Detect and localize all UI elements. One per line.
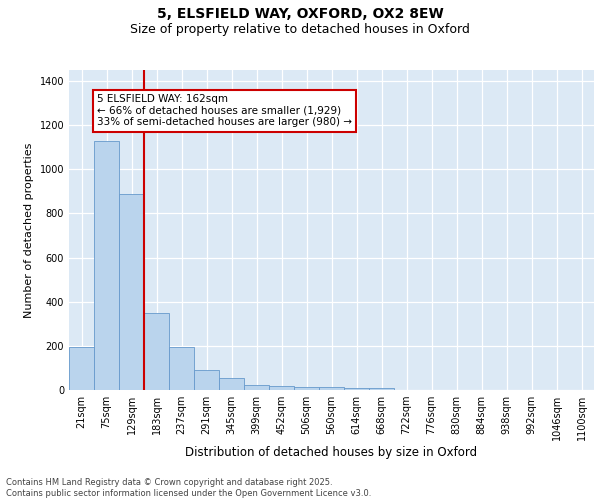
Bar [119,194,144,390]
Bar [194,370,219,390]
Bar [169,347,194,390]
Text: Contains HM Land Registry data © Crown copyright and database right 2025.
Contai: Contains HM Land Registry data © Crown c… [6,478,371,498]
Text: 5, ELSFIELD WAY, OXFORD, OX2 8EW: 5, ELSFIELD WAY, OXFORD, OX2 8EW [157,8,443,22]
Bar [144,313,169,390]
Bar [344,388,369,390]
Bar [369,388,394,390]
Bar [94,140,119,390]
Bar [294,386,319,390]
Bar [244,385,269,390]
X-axis label: Distribution of detached houses by size in Oxford: Distribution of detached houses by size … [185,446,478,458]
Y-axis label: Number of detached properties: Number of detached properties [24,142,34,318]
Bar [219,378,244,390]
Bar [69,347,94,390]
Bar [269,386,294,390]
Text: 5 ELSFIELD WAY: 162sqm
← 66% of detached houses are smaller (1,929)
33% of semi-: 5 ELSFIELD WAY: 162sqm ← 66% of detached… [97,94,352,128]
Text: Size of property relative to detached houses in Oxford: Size of property relative to detached ho… [130,22,470,36]
Bar [319,388,344,390]
